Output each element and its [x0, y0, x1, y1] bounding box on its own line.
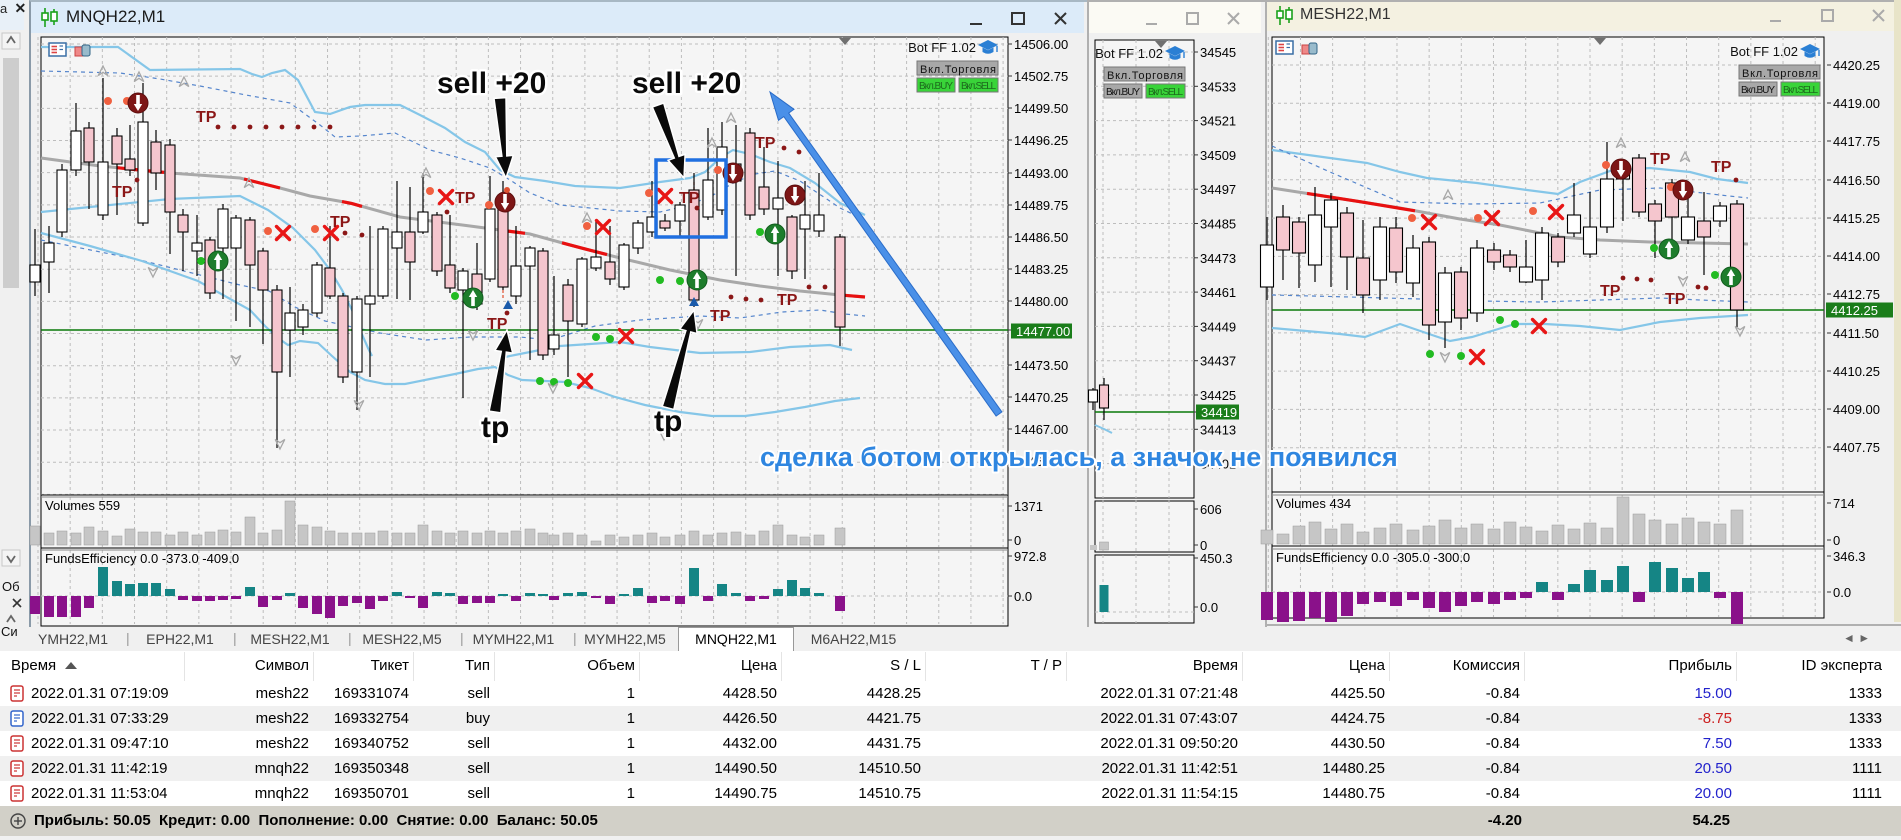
svg-text:Вкл.Торговля: Вкл.Торговля	[920, 64, 996, 76]
svg-text:14480.00: 14480.00	[1014, 294, 1068, 309]
svg-text:Bot FF 1.02: Bot FF 1.02	[1095, 46, 1163, 61]
svg-text:972.8: 972.8	[1014, 549, 1047, 564]
svg-text:4415.25: 4415.25	[1833, 211, 1880, 226]
svg-text:4416.50: 4416.50	[1833, 173, 1880, 188]
svg-text:TP: TP	[112, 184, 133, 201]
svg-text:4410.25: 4410.25	[1833, 364, 1880, 379]
svg-text:34425: 34425	[1200, 388, 1236, 403]
svg-text:FundsEfficiency 0.0 -373.0 -40: FundsEfficiency 0.0 -373.0 -409.0	[45, 551, 239, 566]
svg-text:0: 0	[1200, 538, 1207, 553]
svg-text:34461: 34461	[1200, 285, 1236, 300]
svg-text:14486.50: 14486.50	[1014, 230, 1068, 245]
svg-text:Вкл.BUY: Вкл.BUY	[1106, 87, 1140, 98]
svg-text:34509: 34509	[1200, 148, 1236, 163]
svg-text:FundsEfficiency 0.0 -305.0 -30: FundsEfficiency 0.0 -305.0 -300.0	[1276, 550, 1470, 565]
svg-text:0.0: 0.0	[1833, 585, 1851, 600]
svg-text:Bot FF 1.02: Bot FF 1.02	[1730, 44, 1798, 59]
svg-text:14499.50: 14499.50	[1014, 101, 1068, 116]
svg-text:14473.50: 14473.50	[1014, 358, 1068, 373]
svg-text:14493.00: 14493.00	[1014, 166, 1068, 181]
svg-text:TP: TP	[777, 292, 798, 309]
svg-text:Вкл.SELL: Вкл.SELL	[961, 81, 996, 92]
svg-text:sell +20: sell +20	[437, 67, 546, 100]
svg-text:0: 0	[1014, 533, 1021, 548]
svg-text:Вкл.BUY: Вкл.BUY	[1741, 85, 1775, 96]
svg-text:14483.25: 14483.25	[1014, 262, 1068, 277]
svg-text:0.0: 0.0	[1014, 589, 1032, 604]
svg-text:4412.25: 4412.25	[1831, 303, 1878, 318]
svg-text:14463.75: 14463.75	[1014, 454, 1068, 469]
svg-text:4409.00: 4409.00	[1833, 402, 1880, 417]
svg-text:4414.00: 4414.00	[1833, 249, 1880, 264]
svg-text:0.0: 0.0	[1200, 600, 1218, 615]
svg-text:34419: 34419	[1201, 405, 1237, 420]
svg-text:606: 606	[1200, 502, 1222, 517]
svg-text:34437: 34437	[1200, 354, 1236, 369]
svg-text:34485: 34485	[1200, 217, 1236, 232]
svg-text:346.3: 346.3	[1833, 549, 1866, 564]
svg-text:Volumes 434: Volumes 434	[1276, 496, 1351, 511]
svg-text:14496.25: 14496.25	[1014, 133, 1068, 148]
svg-text:TP: TP	[679, 190, 700, 207]
svg-text:сделка ботом открылась, а знач: сделка ботом открылась, а значок не появ…	[760, 442, 1398, 472]
svg-text:TP: TP	[330, 214, 351, 231]
svg-text:4412.75: 4412.75	[1833, 287, 1880, 302]
svg-text:34497: 34497	[1200, 182, 1236, 197]
svg-text:14506.00: 14506.00	[1014, 37, 1068, 52]
svg-text:TP: TP	[487, 316, 508, 333]
svg-text:4420.25: 4420.25	[1833, 58, 1880, 73]
svg-text:Вкл.SELL: Вкл.SELL	[1783, 85, 1818, 96]
svg-text:4407.75: 4407.75	[1833, 440, 1880, 455]
svg-text:Вкл.Торговля: Вкл.Торговля	[1107, 70, 1183, 82]
svg-text:TP: TP	[196, 109, 217, 126]
svg-text:0: 0	[1833, 533, 1840, 548]
svg-text:TP: TP	[710, 308, 731, 325]
svg-text:Volumes 559: Volumes 559	[45, 498, 120, 513]
svg-text:34533: 34533	[1200, 79, 1236, 94]
svg-text:714: 714	[1833, 496, 1855, 511]
svg-text:TP: TP	[1665, 291, 1686, 308]
svg-text:1371: 1371	[1014, 499, 1043, 514]
svg-text:450.3: 450.3	[1200, 551, 1233, 566]
svg-text:TP: TP	[1600, 283, 1621, 300]
svg-text:34413: 34413	[1200, 422, 1236, 437]
svg-text:TP: TP	[1711, 159, 1732, 176]
svg-text:34473: 34473	[1200, 251, 1236, 266]
svg-text:Вкл.BUY: Вкл.BUY	[919, 81, 953, 92]
svg-text:TP: TP	[1650, 151, 1671, 168]
svg-text:34521: 34521	[1200, 114, 1236, 129]
svg-text:34401: 34401	[1200, 457, 1236, 472]
svg-text:34449: 34449	[1200, 319, 1236, 334]
svg-text:TP: TP	[455, 190, 476, 207]
svg-text:tp: tp	[654, 405, 682, 438]
svg-text:Bot FF 1.02: Bot FF 1.02	[908, 40, 976, 55]
svg-text:4411.50: 4411.50	[1833, 326, 1879, 341]
svg-text:14467.00: 14467.00	[1014, 422, 1068, 437]
svg-text:tp: tp	[481, 411, 509, 444]
svg-text:4417.75: 4417.75	[1833, 134, 1880, 149]
svg-text:Вкл.SELL: Вкл.SELL	[1148, 87, 1183, 98]
svg-text:Об: Об	[2, 579, 20, 594]
svg-text:sell +20: sell +20	[632, 67, 741, 100]
svg-text:14477.00: 14477.00	[1016, 324, 1070, 339]
svg-text:TP: TP	[755, 135, 776, 152]
svg-text:14470.25: 14470.25	[1014, 390, 1068, 405]
svg-text:Вкл.Торговля: Вкл.Торговля	[1742, 68, 1818, 80]
svg-text:14489.75: 14489.75	[1014, 198, 1068, 213]
svg-text:14502.75: 14502.75	[1014, 69, 1068, 84]
svg-text:34545: 34545	[1200, 45, 1236, 60]
svg-text:4419.00: 4419.00	[1833, 96, 1880, 111]
